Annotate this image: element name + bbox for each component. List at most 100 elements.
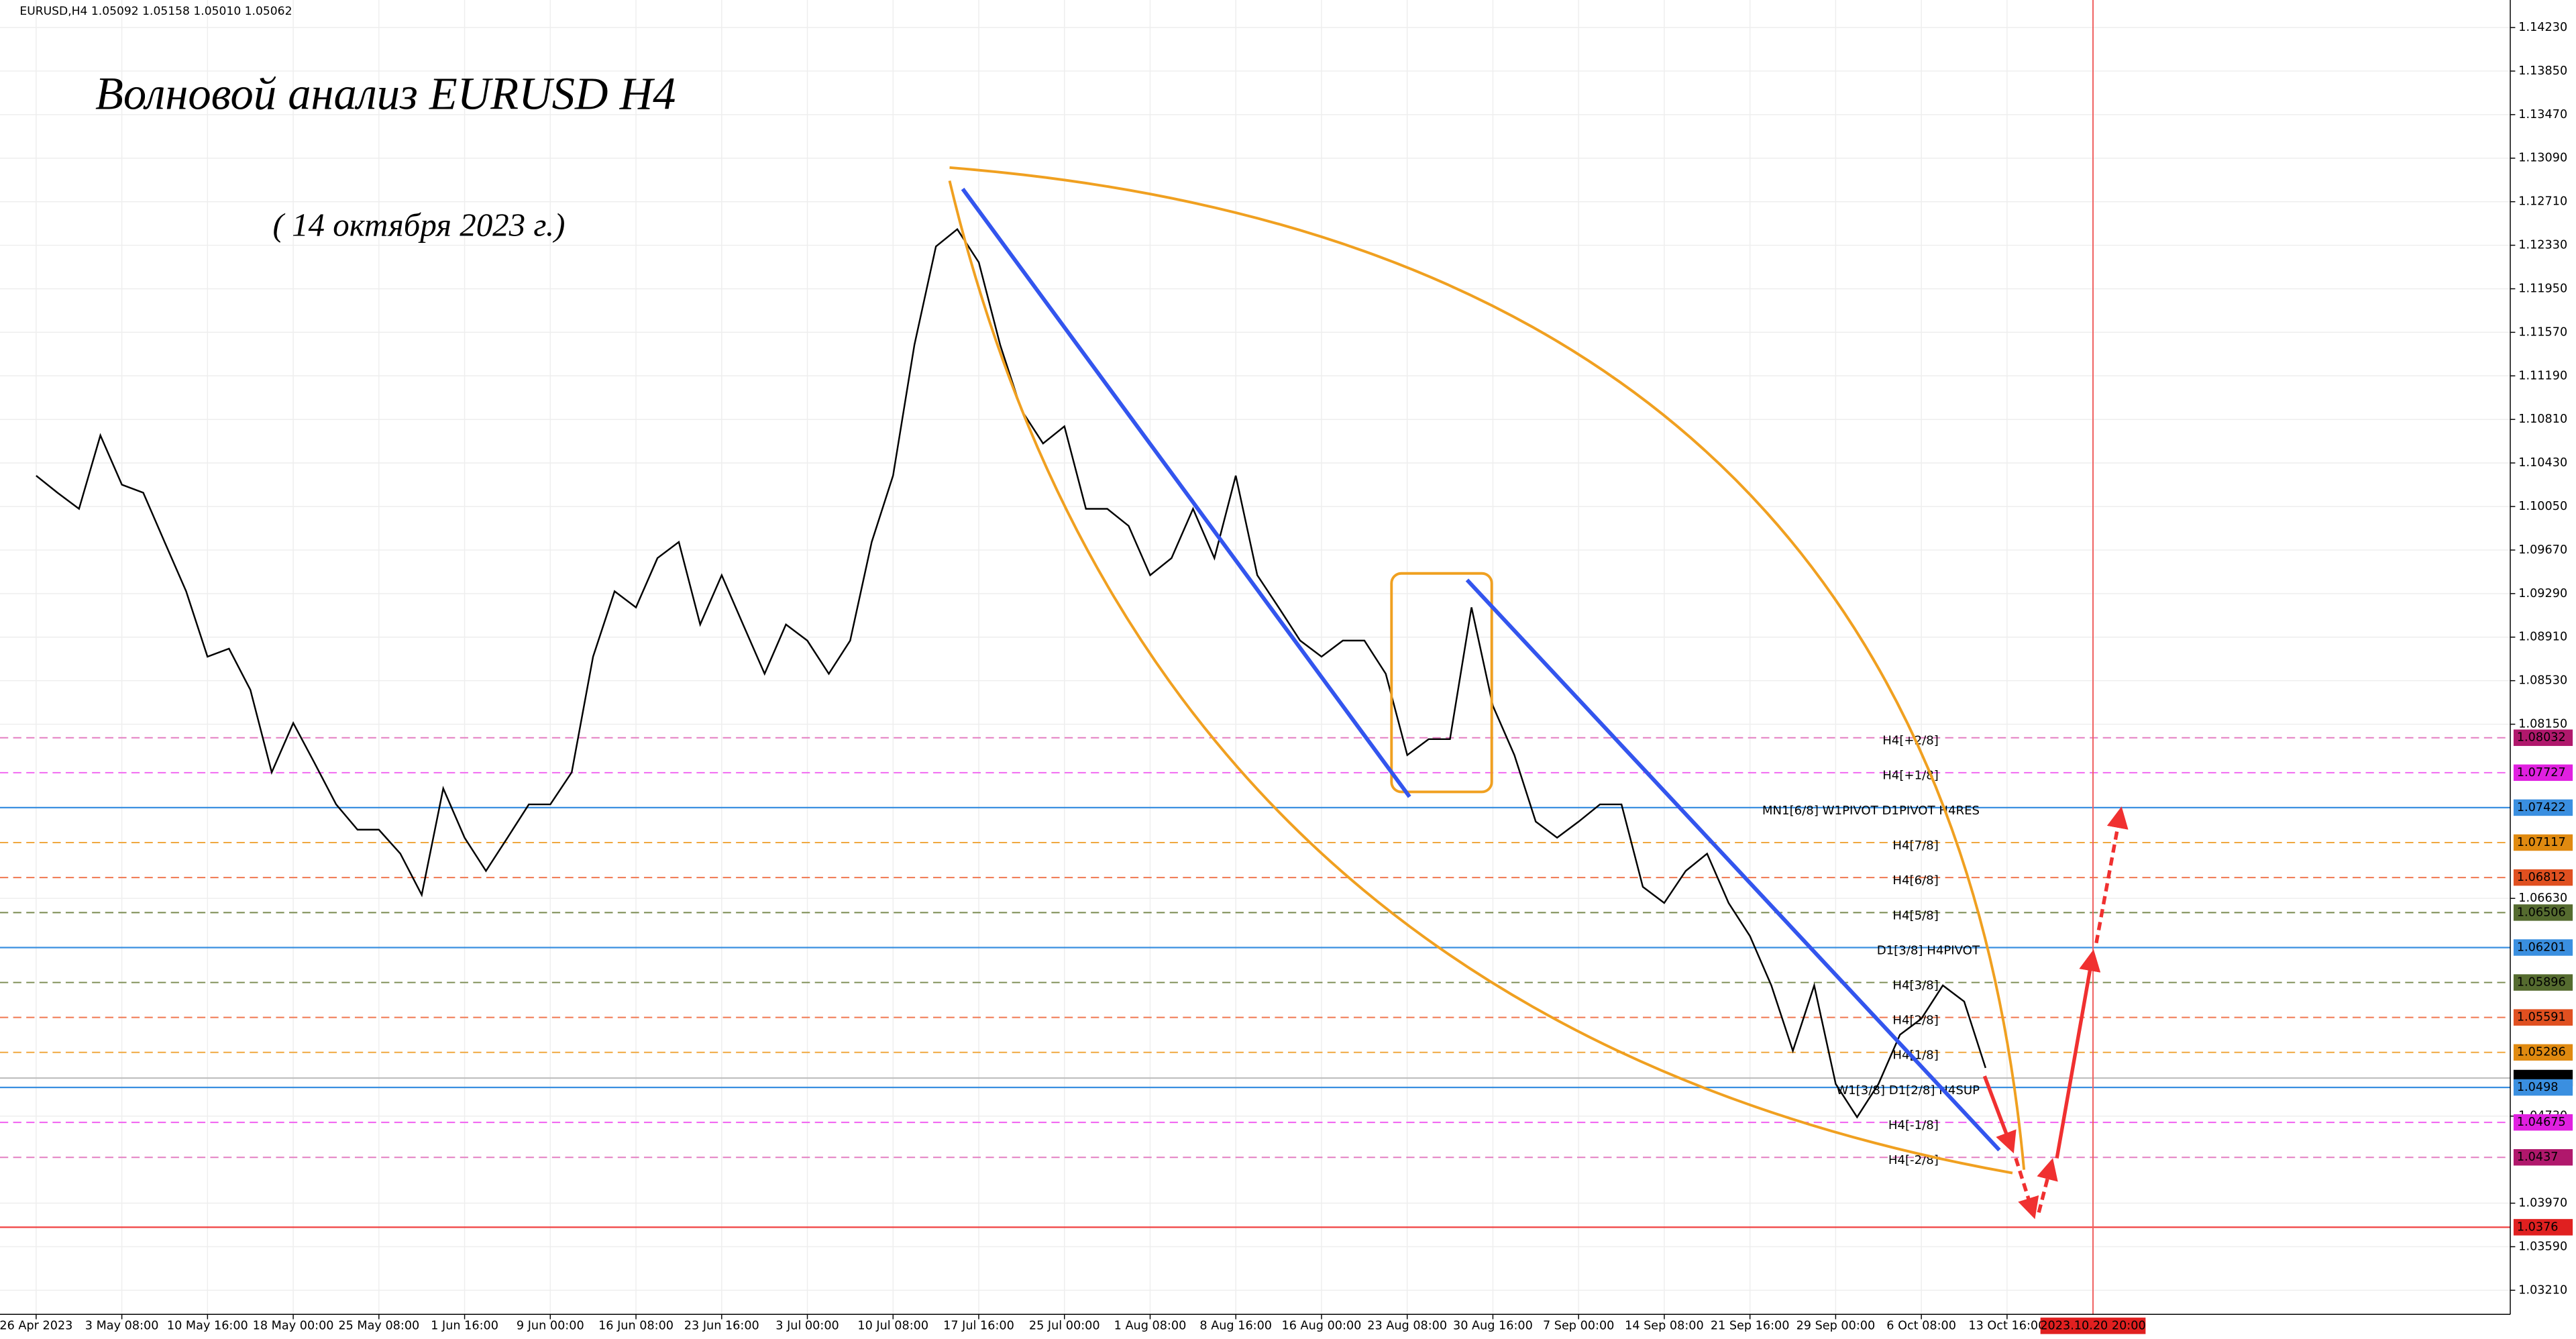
level-name: W1[3/8] D1[2/8] H4SUP [1836,1083,1980,1097]
level-price-label: 1.07727 [2517,766,2566,780]
y-tick-label: 1.09290 [2518,587,2567,600]
y-tick-label: 1.10050 [2518,500,2567,513]
annotations [948,166,2129,1220]
level-price-label: 1.04675 [2517,1116,2566,1129]
level-name: H4[-1/8] [1888,1118,1939,1132]
x-tick-label: 8 Aug 16:00 [1199,1319,1272,1332]
level-name: D1[3/8] H4PIVOT [1877,943,1980,957]
x-tick-label: 17 Jul 16:00 [943,1319,1014,1332]
y-tick-label: 1.10810 [2518,413,2567,426]
level-name: H4[1/8] [1892,1049,1938,1063]
x-tick-label: 16 Aug 00:00 [1282,1319,1362,1332]
level-price-label: 1.0437 [2517,1150,2559,1164]
level-price-box [2513,939,2573,956]
forecast-arrow [2055,949,2101,1159]
y-tick-label: 1.06630 [2518,892,2567,905]
x-tick-label: 30 Aug 16:00 [1453,1319,1533,1332]
x-tick-label: 13 Oct 16:00 [1968,1319,2045,1332]
forecast-arrow [1982,1075,2017,1154]
level-price-label: 1.05286 [2517,1046,2566,1059]
y-tick-label: 1.09670 [2518,543,2567,557]
level-price-box [2513,904,2573,921]
y-tick-label: 1.13850 [2518,64,2567,78]
time-cursor-label: 2023.10.20 20:00 [2040,1319,2145,1332]
y-tick-label: 1.11190 [2518,369,2567,382]
x-tick-label: 23 Aug 08:00 [1367,1319,1447,1332]
x-tick-label: 6 Oct 08:00 [1886,1319,1956,1332]
y-tick-label: 1.03970 [2518,1197,2567,1210]
level-price-box [2513,1079,2573,1096]
y-tick-label: 1.12330 [2518,239,2567,252]
x-tick-label: 1 Jun 16:00 [431,1319,498,1332]
x-tick-label: 25 Jul 00:00 [1029,1319,1100,1332]
x-tick-label: 10 Jul 08:00 [857,1319,928,1332]
y-tick-label: 1.11950 [2518,282,2567,295]
level-name: H4[5/8] [1892,908,1938,922]
level-price-label: 1.08032 [2517,731,2566,745]
level-price-label: 1.06201 [2517,941,2566,954]
level-price-box [2513,974,2573,991]
level-name: H4[+1/8] [1882,769,1939,783]
y-tick-label: 1.13470 [2518,108,2567,121]
level-price-label: 1.07422 [2517,801,2566,814]
arc-outer [949,166,2026,1170]
level-price-box [2513,834,2573,851]
level-price-label: 1.06506 [2517,906,2566,919]
y-tick-label: 1.11570 [2518,325,2567,339]
forecast-arrow [2094,806,2129,944]
price-line [36,227,1987,1119]
level-price-box [2513,764,2573,782]
y-tick-label: 1.08910 [2518,631,2567,644]
time-cursor-box [2040,1318,2146,1334]
symbol-header: EURUSD,H4 1.05092 1.05158 1.05010 1.0506… [19,5,292,18]
level-price-label: 1.0376 [2517,1220,2559,1234]
level-price-box [2513,799,2573,816]
y-tick-label: 1.08530 [2518,674,2567,688]
level-price-label: 1.0498 [2517,1081,2559,1094]
forecast-arrow [2014,1157,2039,1220]
level-price-label: 1.07117 [2517,836,2566,849]
arc-inner [948,180,2013,1175]
level-price-box [2513,1009,2573,1026]
level-price-label: 1.06812 [2517,871,2566,884]
x-tick-label: 14 Sep 08:00 [1625,1319,1704,1332]
level-price-box [2513,1148,2573,1166]
level-price-box [2513,869,2573,886]
level-name: MN1[6/8] W1PIVOT D1PIVOT H4RES [1762,804,1980,818]
x-tick-label: 26 Apr 2023 [0,1319,72,1332]
y-tick-label: 1.08150 [2518,718,2567,731]
chart-subtitle: ( 14 октября 2023 г.) [273,207,566,244]
x-tick-label: 10 May 16:00 [167,1319,248,1332]
y-tick-label: 1.14230 [2518,21,2567,34]
chart-title: Волновой анализ EURUSD H4 [95,68,676,119]
x-tick-label: 9 Jun 00:00 [517,1319,584,1332]
x-tick-label: 21 Sep 16:00 [1711,1319,1790,1332]
y-tick-label: 1.03210 [2518,1283,2567,1297]
x-tick-label: 25 May 08:00 [338,1319,419,1332]
trend-line [961,187,1411,798]
x-tick-label: 3 May 08:00 [85,1319,159,1332]
trend-line [1465,578,2001,1152]
level-price-label: 1.05896 [2517,976,2566,989]
x-tick-label: 3 Jul 00:00 [775,1319,839,1332]
level-name: H4[6/8] [1892,873,1938,888]
x-tick-label: 23 Jun 16:00 [684,1319,759,1332]
level-price-label: 1.05591 [2517,1011,2566,1024]
level-name: H4[+2/8] [1882,734,1939,748]
highlight-box [1390,572,1493,794]
level-price-box [2513,1044,2573,1061]
level-name: H4[2/8] [1892,1014,1938,1028]
x-tick-label: 1 Aug 08:00 [1114,1319,1187,1332]
level-name: H4[3/8] [1892,978,1938,992]
level-price-box [2513,1114,2573,1131]
level-price-box [2513,1219,2573,1236]
x-tick-label: 16 Jun 08:00 [598,1319,674,1332]
x-tick-label: 18 May 00:00 [253,1319,334,1332]
y-tick-label: 1.03590 [2518,1240,2567,1253]
y-tick-label: 1.12710 [2518,195,2567,209]
forecast-arrow [2037,1158,2058,1214]
y-tick-label: 1.13090 [2518,152,2567,165]
